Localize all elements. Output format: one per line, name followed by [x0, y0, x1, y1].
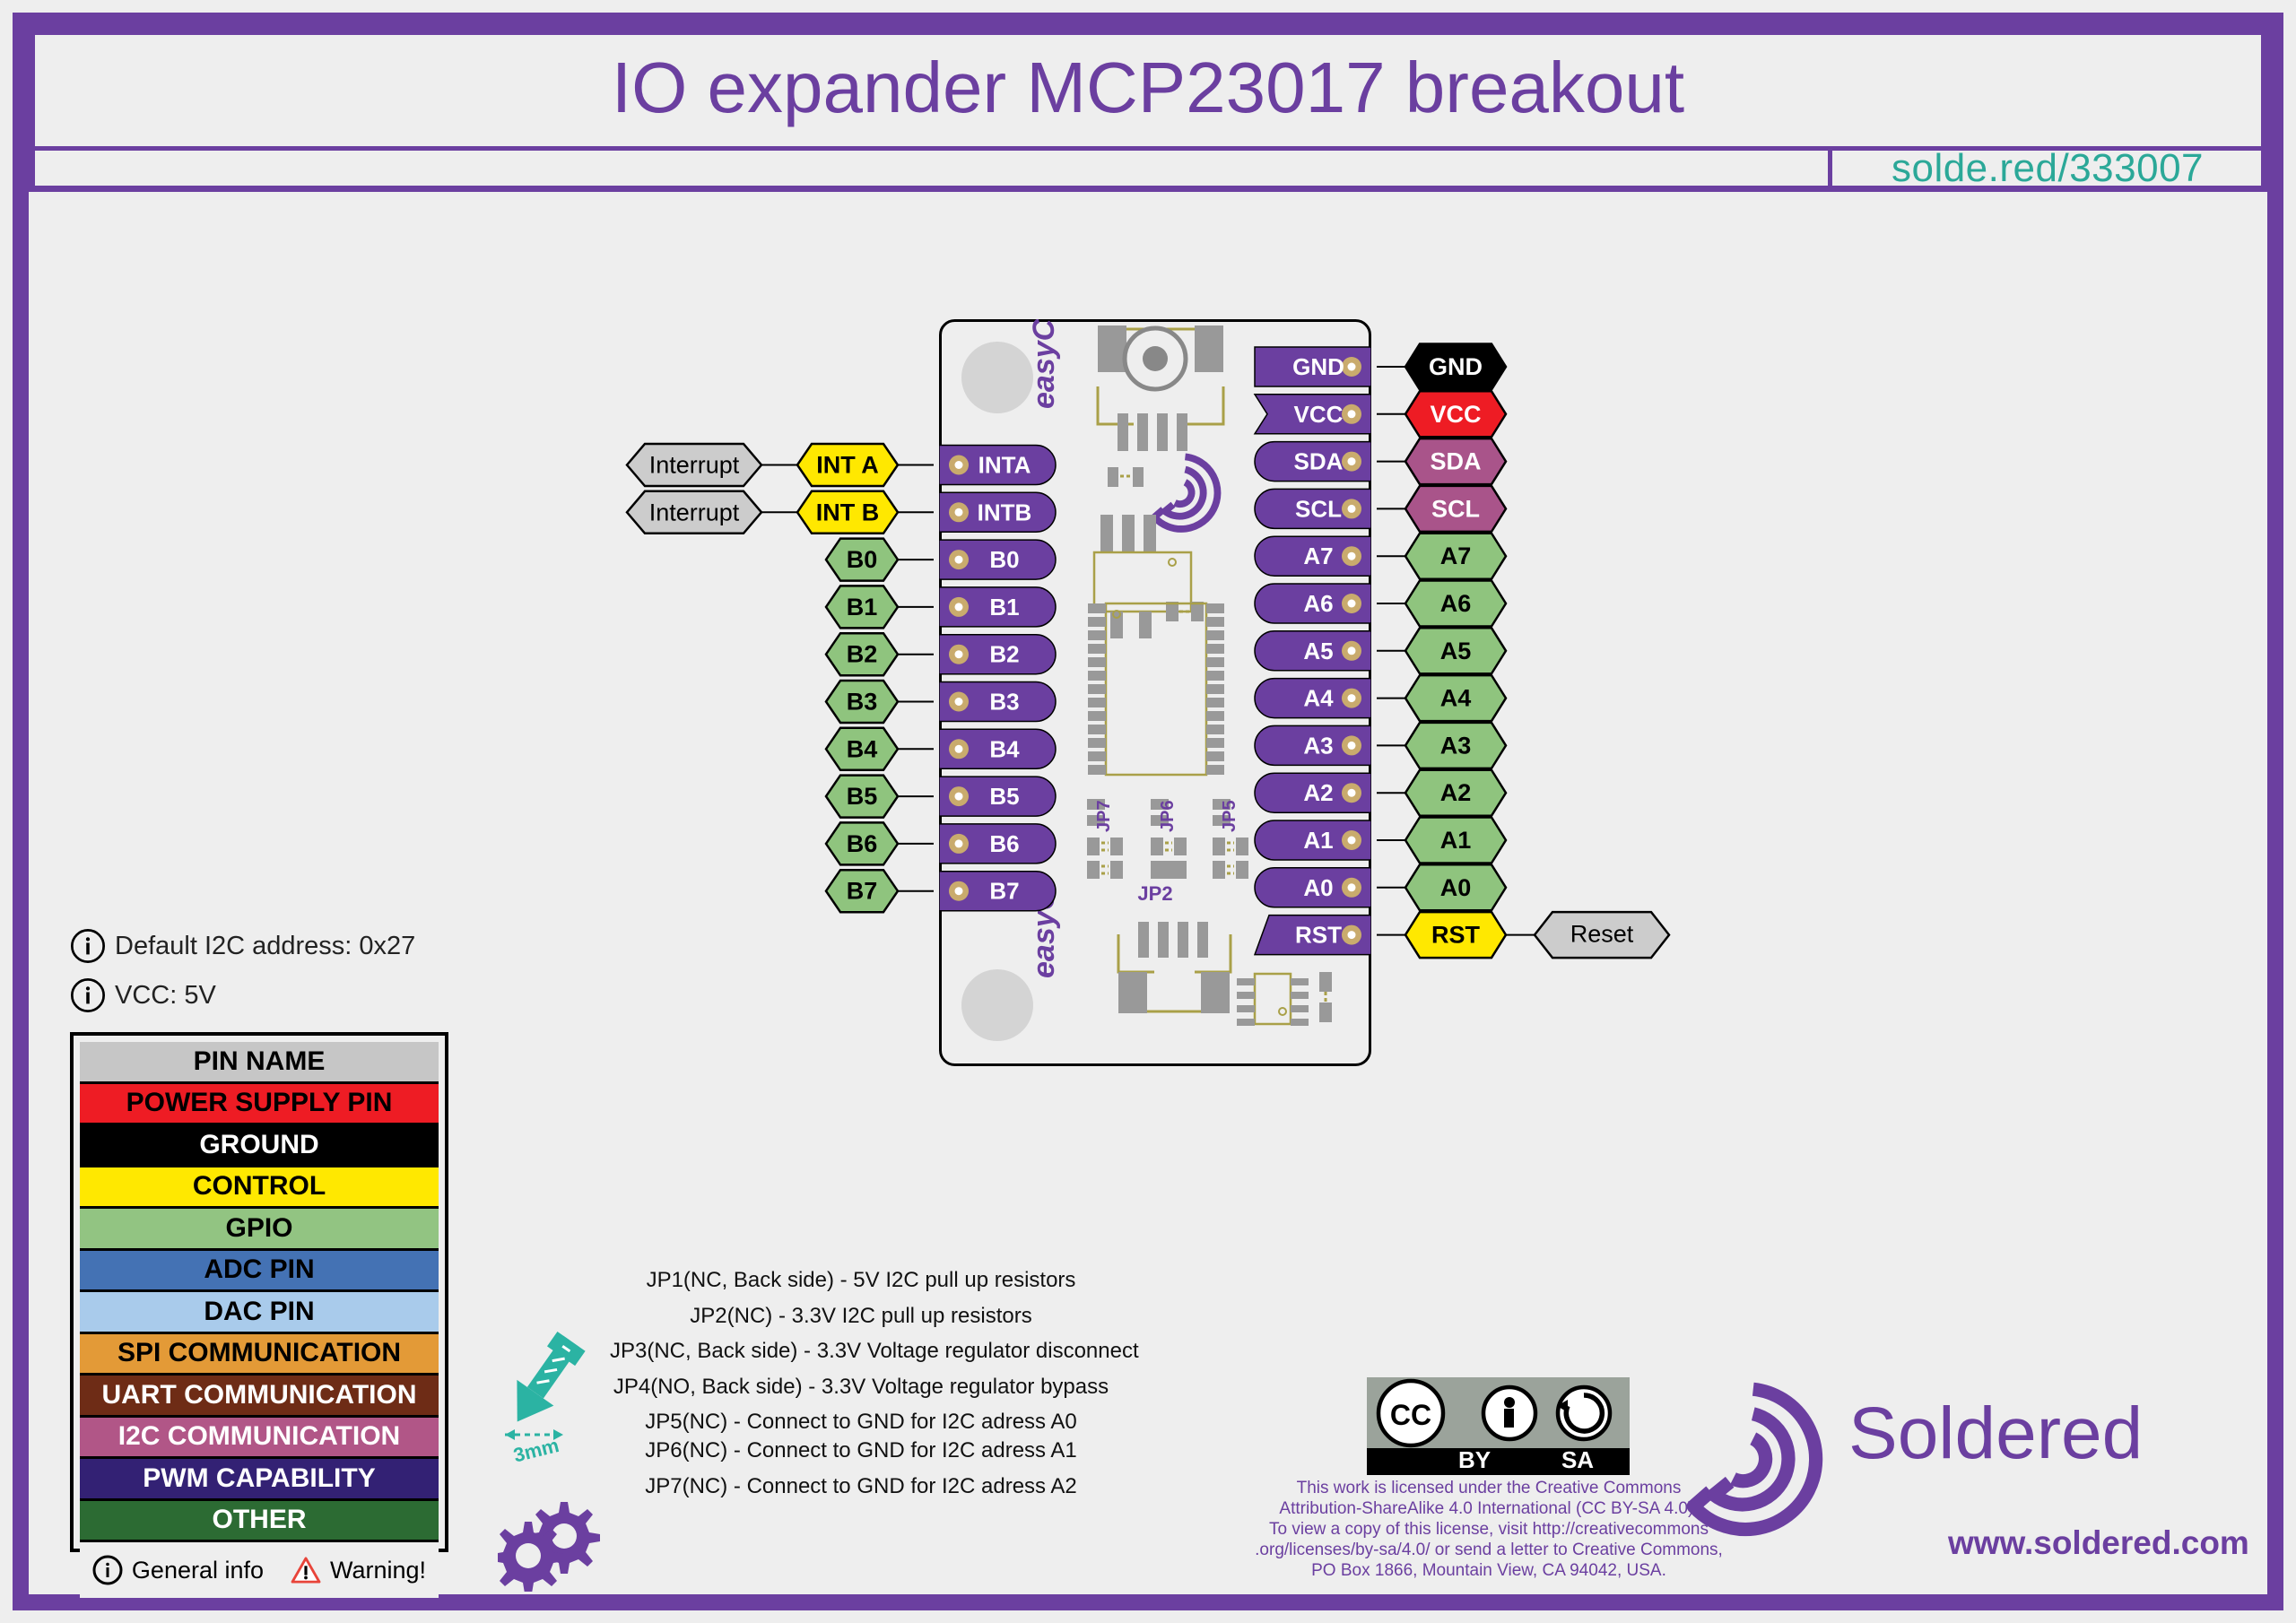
- svg-text:A6: A6: [1440, 590, 1472, 617]
- svg-text:SCL: SCL: [1431, 495, 1480, 522]
- svg-text:B7: B7: [847, 878, 878, 905]
- svg-text:B0: B0: [847, 546, 878, 573]
- svg-text:B1: B1: [847, 594, 878, 621]
- svg-text:A7: A7: [1440, 542, 1472, 569]
- svg-text:A3: A3: [1440, 732, 1472, 759]
- svg-text:A1: A1: [1440, 827, 1472, 854]
- svg-text:B3: B3: [847, 689, 878, 716]
- svg-text:VCC: VCC: [1430, 401, 1481, 428]
- svg-text:B2: B2: [847, 641, 878, 668]
- svg-text:A5: A5: [1440, 638, 1472, 664]
- svg-text:Reset: Reset: [1570, 921, 1634, 948]
- svg-text:3mm: 3mm: [511, 1434, 561, 1462]
- svg-text:CC: CC: [1390, 1399, 1431, 1431]
- svg-text:SDA: SDA: [1430, 448, 1481, 475]
- svg-text:BY: BY: [1458, 1446, 1491, 1473]
- svg-text:Interrupt: Interrupt: [649, 452, 740, 479]
- svg-text:B6: B6: [847, 830, 878, 857]
- svg-text:INT B: INT B: [816, 499, 880, 525]
- svg-text:Interrupt: Interrupt: [649, 499, 740, 525]
- svg-text:SA: SA: [1561, 1446, 1594, 1473]
- svg-text:A0: A0: [1440, 874, 1472, 901]
- svg-text:INT A: INT A: [816, 452, 879, 479]
- svg-text:A4: A4: [1440, 685, 1472, 712]
- svg-text:B5: B5: [847, 783, 878, 810]
- svg-text:B4: B4: [847, 735, 878, 762]
- svg-text:RST: RST: [1431, 922, 1481, 949]
- svg-text:A2: A2: [1440, 779, 1472, 806]
- svg-text:GND: GND: [1429, 353, 1483, 380]
